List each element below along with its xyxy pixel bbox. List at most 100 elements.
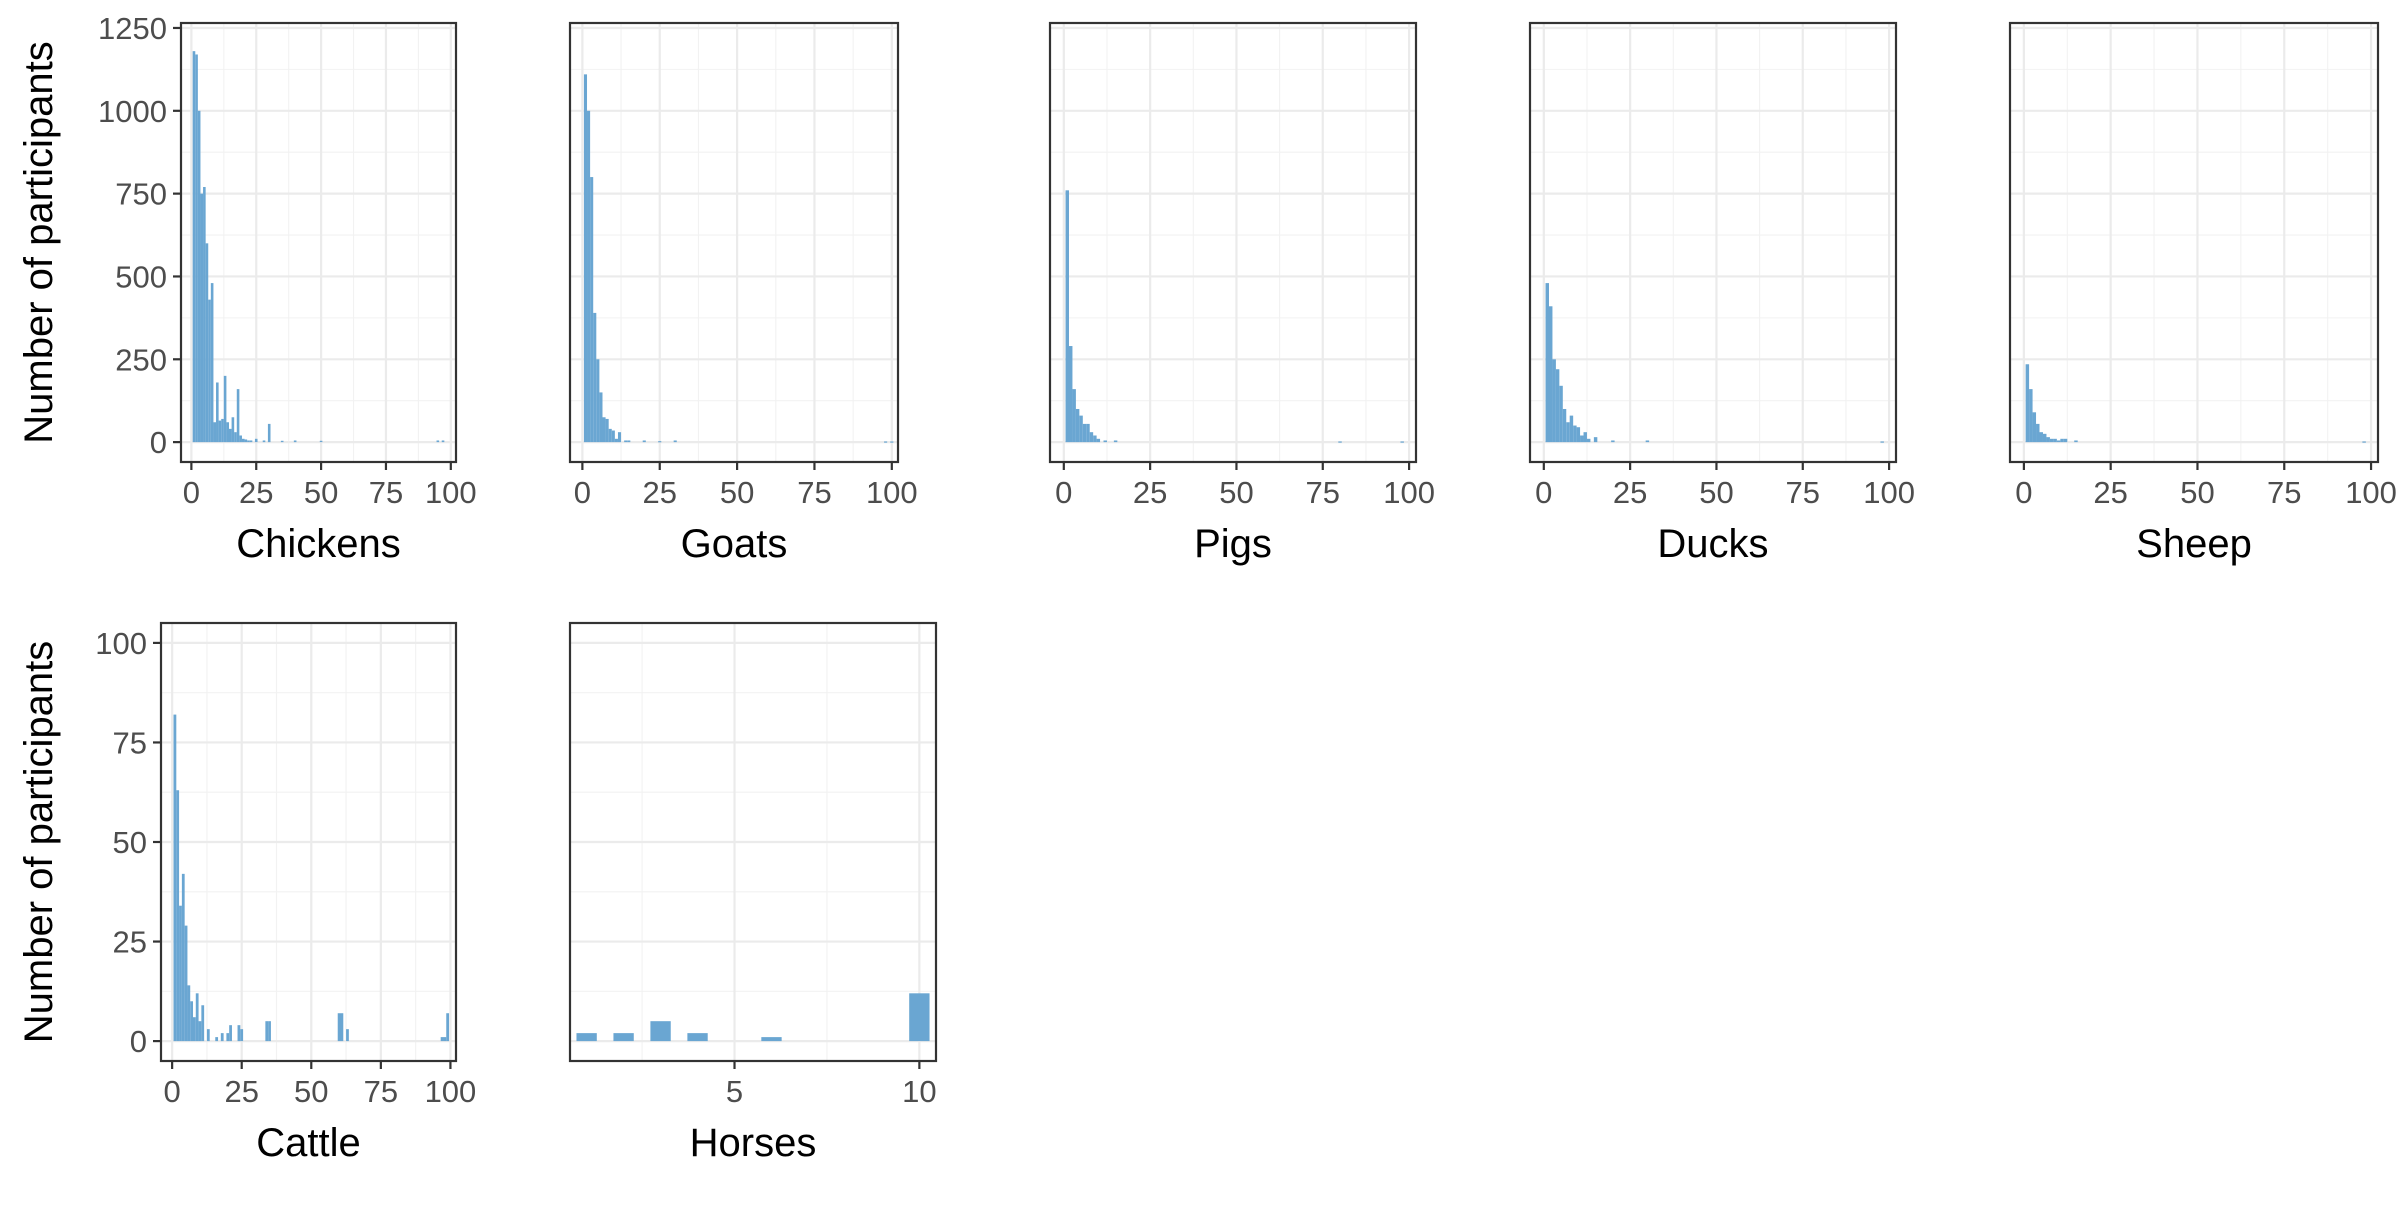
histogram-bar bbox=[617, 432, 622, 443]
x-axis-title: Goats bbox=[681, 522, 788, 566]
histogram-bar bbox=[1559, 385, 1563, 443]
y-tick-label: 25 bbox=[113, 925, 147, 960]
histogram-bar bbox=[436, 440, 440, 443]
histogram-bar bbox=[239, 435, 242, 443]
histogram-bar bbox=[197, 110, 201, 443]
histogram-bar bbox=[909, 993, 930, 1042]
panel-border bbox=[568, 21, 900, 464]
histogram-bar bbox=[611, 430, 615, 443]
histogram-bar bbox=[1586, 438, 1591, 443]
x-tick-label: 75 bbox=[1306, 475, 1340, 510]
histogram-bar bbox=[1545, 283, 1549, 443]
histogram-bar bbox=[2060, 438, 2064, 443]
histogram-bar bbox=[441, 440, 445, 443]
panel-ducks: 0 25 50 75 100 Ducks bbox=[1528, 21, 1915, 566]
x-tick-label: 75 bbox=[2267, 475, 2301, 510]
histogram-bar bbox=[187, 985, 191, 1042]
histogram-bar bbox=[614, 438, 618, 443]
histogram-bar bbox=[2042, 433, 2047, 443]
histogram-bar bbox=[293, 440, 297, 443]
panel-border bbox=[568, 621, 938, 1063]
histogram-bar bbox=[247, 440, 250, 443]
y-axis-title: Number of participants bbox=[17, 641, 61, 1043]
x-axis-title: Horses bbox=[690, 1121, 817, 1165]
histogram-bar bbox=[761, 1037, 782, 1042]
panel-chickens: 0 25 50 75 100025050075010001250ChickensNumb… bbox=[17, 11, 477, 566]
histogram-bar bbox=[1611, 440, 1615, 443]
y-tick-label: 750 bbox=[115, 177, 167, 212]
histogram-bar bbox=[192, 51, 196, 443]
histogram-bar bbox=[2074, 440, 2078, 443]
histogram-bar bbox=[1086, 423, 1090, 443]
histogram-bar bbox=[2056, 440, 2061, 443]
histogram-bar bbox=[179, 905, 182, 1042]
histogram-bar bbox=[229, 1025, 232, 1042]
histogram-bar bbox=[1566, 422, 1570, 443]
histogram-bar bbox=[262, 440, 266, 443]
histogram-bar bbox=[268, 1021, 271, 1042]
histogram-bar bbox=[221, 418, 224, 443]
histogram-bar bbox=[1580, 435, 1584, 443]
histogram-bar bbox=[176, 790, 180, 1042]
histogram-bar bbox=[1552, 359, 1556, 443]
histogram-bar bbox=[184, 925, 188, 1042]
histogram-bar bbox=[2063, 438, 2068, 443]
x-tick-label: 100 bbox=[1383, 475, 1435, 510]
x-tick-label: 50 bbox=[2180, 475, 2214, 510]
histogram-bar bbox=[1082, 423, 1087, 443]
histogram-bar bbox=[241, 438, 245, 443]
histogram-bar bbox=[198, 1021, 202, 1042]
histogram-bar bbox=[1065, 190, 1069, 443]
x-tick-label: 0 bbox=[1055, 475, 1072, 510]
histogram-bar bbox=[240, 1029, 244, 1042]
histogram-bar bbox=[658, 441, 662, 443]
histogram-bar bbox=[1548, 306, 1553, 443]
x-tick-label: 25 bbox=[1613, 475, 1647, 510]
y-tick-label: 50 bbox=[113, 825, 147, 860]
histogram-bar bbox=[249, 440, 253, 443]
histogram-bar bbox=[218, 420, 222, 443]
histogram-bar bbox=[173, 714, 177, 1042]
histogram-bar bbox=[1096, 438, 1101, 443]
histogram-bar bbox=[190, 1001, 194, 1042]
panel-border bbox=[2008, 21, 2380, 464]
histogram-bar bbox=[226, 422, 229, 443]
x-tick-label: 100 bbox=[425, 475, 477, 510]
histogram-bar bbox=[1576, 427, 1581, 443]
histogram-bar bbox=[213, 422, 217, 443]
histogram-bar bbox=[181, 873, 185, 1042]
histogram-bar bbox=[231, 417, 235, 443]
histogram-bar bbox=[1068, 346, 1073, 443]
histogram-bar bbox=[624, 440, 628, 443]
x-tick-label: 75 bbox=[1786, 475, 1820, 510]
histogram-bar bbox=[596, 359, 600, 443]
histogram-bar bbox=[1400, 441, 1404, 443]
x-tick-label: 25 bbox=[2093, 475, 2127, 510]
histogram-bar bbox=[210, 283, 214, 443]
histogram-bar bbox=[443, 1037, 447, 1042]
x-axis-title: Cattle bbox=[256, 1121, 361, 1165]
histogram-bar bbox=[346, 1029, 349, 1042]
histogram-bar bbox=[2025, 364, 2030, 443]
histogram-bar bbox=[583, 74, 588, 443]
histogram-bar bbox=[2049, 438, 2054, 443]
histogram-bar bbox=[319, 440, 323, 443]
histogram-bar bbox=[215, 1037, 219, 1042]
histogram-bar bbox=[1079, 415, 1083, 443]
histogram-bar bbox=[576, 1033, 597, 1042]
histogram-bar bbox=[890, 441, 894, 443]
y-tick-label: 100 bbox=[95, 626, 147, 661]
histogram-bar bbox=[340, 1013, 344, 1042]
x-tick-label: 75 bbox=[364, 1074, 398, 1109]
histogram-bar bbox=[1555, 369, 1560, 443]
x-axis-title: Chickens bbox=[236, 522, 401, 566]
x-tick-label: 25 bbox=[224, 1074, 258, 1109]
histogram-bar bbox=[446, 1013, 450, 1042]
y-tick-label: 0 bbox=[130, 1024, 147, 1059]
y-tick-label: 1250 bbox=[98, 11, 167, 46]
histogram-bar bbox=[642, 440, 646, 443]
histogram-bar bbox=[1075, 408, 1080, 443]
x-tick-label: 0 bbox=[2015, 475, 2032, 510]
